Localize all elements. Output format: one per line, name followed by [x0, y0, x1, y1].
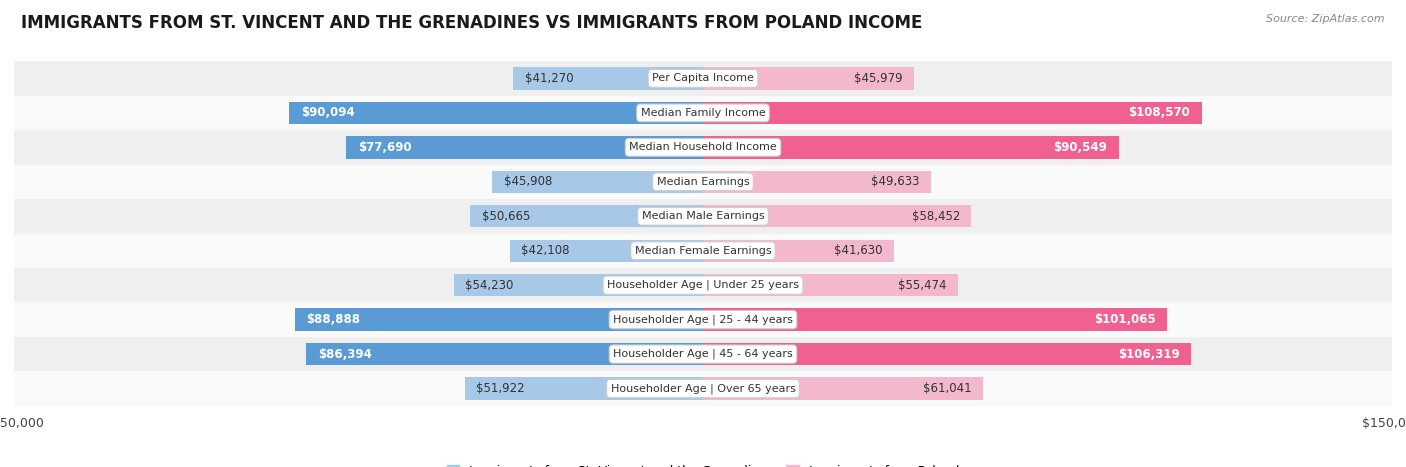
Bar	[454, 274, 703, 297]
Bar	[14, 130, 1392, 164]
Text: $41,630: $41,630	[834, 244, 883, 257]
Text: $88,888: $88,888	[307, 313, 360, 326]
Bar	[14, 96, 1392, 130]
Bar	[14, 234, 1392, 268]
Bar	[703, 205, 972, 227]
Bar	[464, 377, 703, 400]
Text: $50,665: $50,665	[482, 210, 530, 223]
Text: Median Male Earnings: Median Male Earnings	[641, 211, 765, 221]
Bar	[14, 371, 1392, 406]
Text: Householder Age | 25 - 44 years: Householder Age | 25 - 44 years	[613, 314, 793, 325]
Text: $106,319: $106,319	[1118, 347, 1180, 361]
Bar	[290, 102, 703, 124]
Text: $45,979: $45,979	[853, 72, 903, 85]
Bar	[14, 164, 1392, 199]
Bar	[14, 61, 1392, 96]
Text: $49,633: $49,633	[870, 175, 920, 188]
Text: $51,922: $51,922	[477, 382, 524, 395]
Text: Median Household Income: Median Household Income	[628, 142, 778, 152]
Text: $41,270: $41,270	[524, 72, 574, 85]
Bar	[14, 268, 1392, 303]
Legend: Immigrants from St. Vincent and the Grenadines, Immigrants from Poland: Immigrants from St. Vincent and the Gren…	[441, 460, 965, 467]
Bar	[14, 303, 1392, 337]
Text: $61,041: $61,041	[924, 382, 972, 395]
Bar	[703, 136, 1119, 159]
Text: $77,690: $77,690	[357, 141, 412, 154]
Text: Median Family Income: Median Family Income	[641, 108, 765, 118]
Text: $55,474: $55,474	[898, 279, 946, 292]
Text: Median Female Earnings: Median Female Earnings	[634, 246, 772, 256]
Bar	[470, 205, 703, 227]
Bar	[14, 337, 1392, 371]
Text: $58,452: $58,452	[911, 210, 960, 223]
Text: $45,908: $45,908	[503, 175, 553, 188]
Text: Source: ZipAtlas.com: Source: ZipAtlas.com	[1267, 14, 1385, 24]
Bar	[509, 240, 703, 262]
Bar	[307, 343, 703, 365]
Text: Per Capita Income: Per Capita Income	[652, 73, 754, 84]
Bar	[14, 199, 1392, 234]
Text: IMMIGRANTS FROM ST. VINCENT AND THE GRENADINES VS IMMIGRANTS FROM POLAND INCOME: IMMIGRANTS FROM ST. VINCENT AND THE GREN…	[21, 14, 922, 32]
Bar	[703, 67, 914, 90]
Bar	[492, 170, 703, 193]
Text: $108,570: $108,570	[1129, 106, 1189, 120]
Text: Householder Age | 45 - 64 years: Householder Age | 45 - 64 years	[613, 349, 793, 359]
Text: Median Earnings: Median Earnings	[657, 177, 749, 187]
Text: $86,394: $86,394	[318, 347, 371, 361]
Text: Householder Age | Over 65 years: Householder Age | Over 65 years	[610, 383, 796, 394]
Text: $54,230: $54,230	[465, 279, 513, 292]
Text: Householder Age | Under 25 years: Householder Age | Under 25 years	[607, 280, 799, 290]
Bar	[513, 67, 703, 90]
Bar	[703, 343, 1191, 365]
Text: $42,108: $42,108	[522, 244, 569, 257]
Bar	[703, 377, 983, 400]
Bar	[295, 308, 703, 331]
Bar	[703, 102, 1202, 124]
Bar	[703, 240, 894, 262]
Text: $90,549: $90,549	[1053, 141, 1108, 154]
Bar	[703, 274, 957, 297]
Bar	[703, 308, 1167, 331]
Text: $90,094: $90,094	[301, 106, 354, 120]
Bar	[703, 170, 931, 193]
Text: $101,065: $101,065	[1094, 313, 1156, 326]
Bar	[346, 136, 703, 159]
